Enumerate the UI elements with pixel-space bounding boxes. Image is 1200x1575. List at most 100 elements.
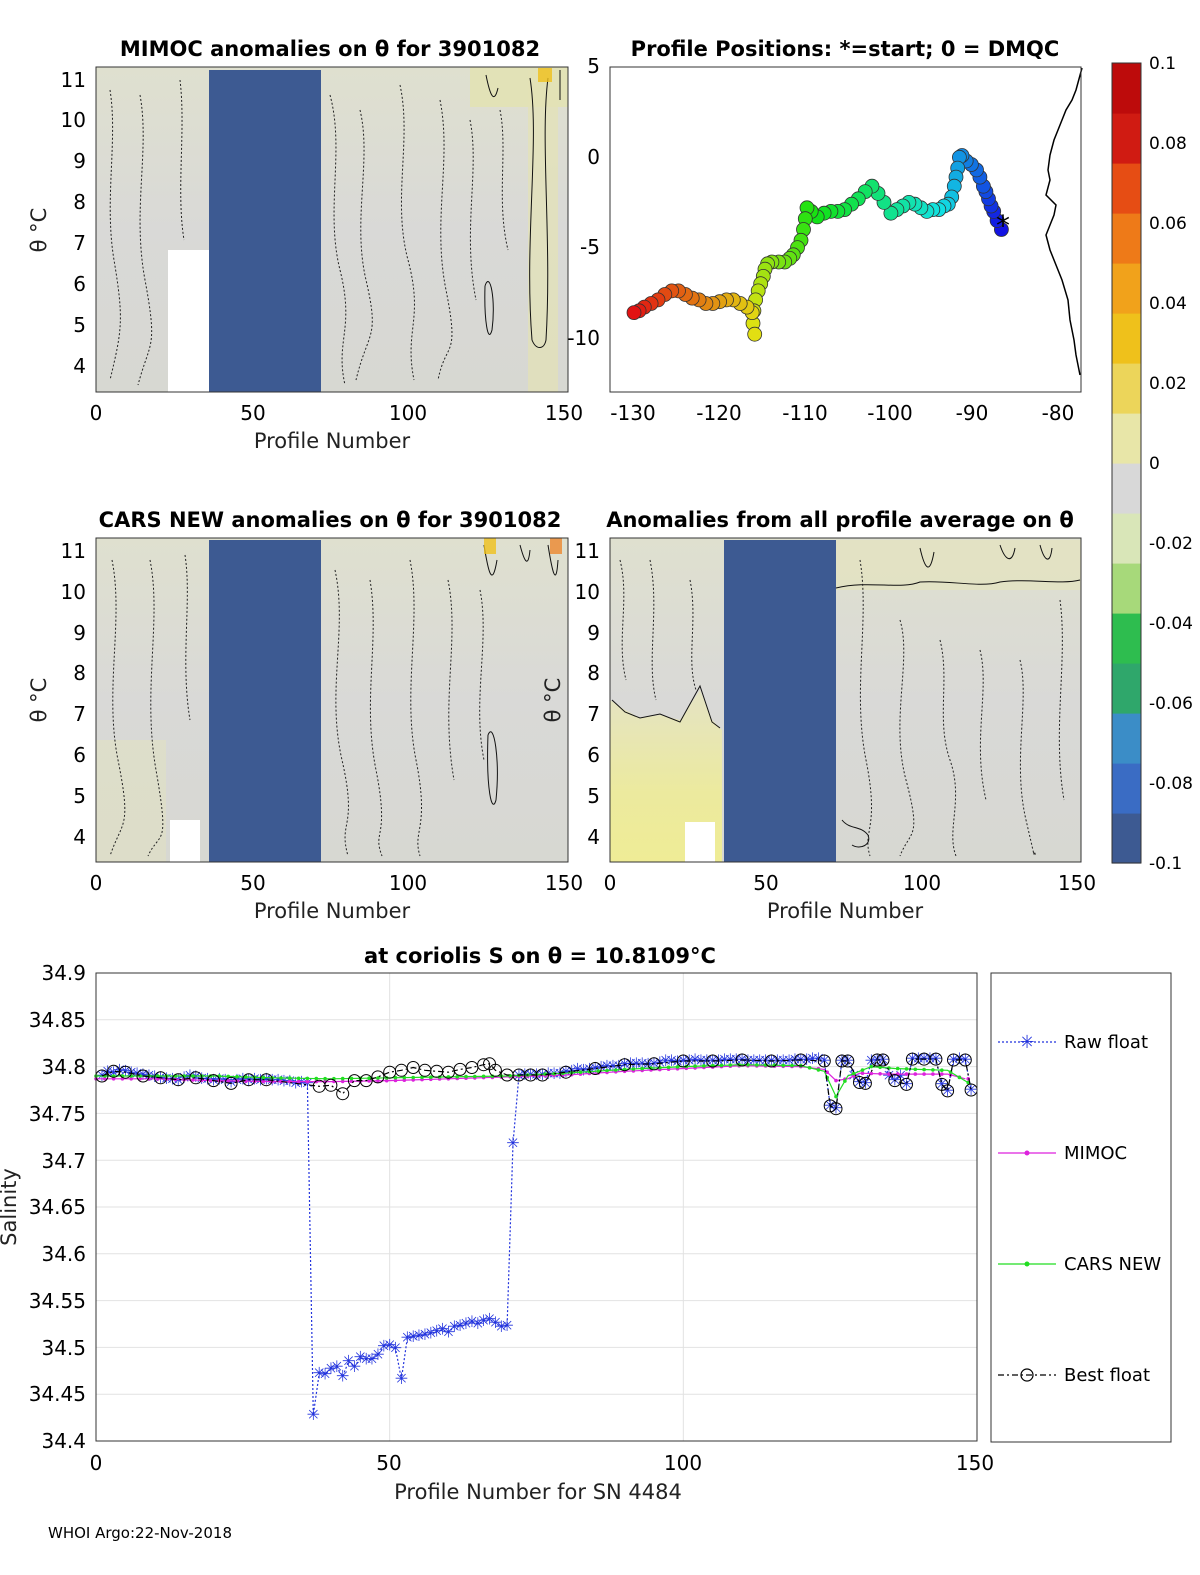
colorbar-tick: -0.06 xyxy=(1149,694,1193,714)
best-float-point xyxy=(618,1058,632,1072)
colorbar-tick: 0.04 xyxy=(1149,294,1187,314)
panel-cars-contours xyxy=(109,554,485,857)
raw-float-point: ✳ xyxy=(312,1364,325,1383)
raw-float-point: ✳ xyxy=(894,1066,907,1085)
best-float-line xyxy=(101,1058,972,1110)
colorbar-tick: 0.08 xyxy=(1149,134,1187,154)
best-float-point xyxy=(242,1073,256,1087)
cars-new-point xyxy=(957,1075,962,1080)
cars-new-point xyxy=(843,1079,847,1083)
colorbar-band xyxy=(1112,463,1141,514)
cars-new-point xyxy=(605,1068,609,1073)
colorbar-frame xyxy=(1111,62,1142,864)
panel-cars-xtick: 150 xyxy=(545,871,583,895)
track-point xyxy=(747,326,763,342)
panel-salinity: at coriolis S on θ = 10.8109°C ✳✳✳✳✳✳✳✳✳… xyxy=(0,944,1172,1504)
best-float-point xyxy=(823,1099,837,1113)
panel-salinity-ytick: 34.85 xyxy=(29,1008,86,1032)
panel-cars-ytick: 8 xyxy=(73,661,86,685)
panel-average-ytick: 11 xyxy=(575,539,600,563)
panel-salinity-ylabel: Salinity xyxy=(0,1168,21,1246)
panel-positions-xtick: -110 xyxy=(782,401,827,425)
cars-new-point xyxy=(296,1076,301,1081)
cars-new-point xyxy=(481,1074,486,1079)
raw-float-point: ✳ xyxy=(371,1345,384,1364)
cars-new-point xyxy=(878,1065,882,1070)
cars-new-point xyxy=(755,1063,759,1067)
panel-positions-xtick: -120 xyxy=(696,401,741,425)
colorbar-band xyxy=(1112,663,1141,714)
panel-mimoc-background xyxy=(96,67,568,392)
raw-float-point: ✳ xyxy=(489,1313,502,1332)
legend-item-raw-float: ✳ Raw float xyxy=(998,1032,1148,1053)
cars-new-point xyxy=(904,1067,909,1071)
panel-cars-xtick: 50 xyxy=(240,871,265,895)
cars-new-point xyxy=(702,1064,706,1068)
track-point xyxy=(883,205,899,221)
cars-new-point xyxy=(464,1074,468,1079)
colorbar-band xyxy=(1112,813,1141,864)
colorbar-band xyxy=(1112,263,1141,314)
panel-mimoc-ytick: 9 xyxy=(73,149,86,173)
cars-new-point xyxy=(631,1067,636,1071)
panel-salinity-xtick: 50 xyxy=(376,1451,401,1475)
best-float-point xyxy=(588,1062,602,1075)
panel-average-ylabel: θ °C xyxy=(541,678,565,723)
cars-new-point xyxy=(675,1065,680,1069)
best-float-point xyxy=(371,1070,385,1084)
panel-average-xtick: 150 xyxy=(1058,871,1096,895)
raw-float-point: ✳ xyxy=(465,1312,478,1331)
panel-average-ytick: 7 xyxy=(587,702,600,726)
raw-float-point: ✳ xyxy=(724,1050,737,1069)
best-float-point xyxy=(706,1054,720,1068)
best-float-point xyxy=(958,1053,972,1067)
panel-mimoc-contours xyxy=(109,79,509,386)
raw-float-point: ✳ xyxy=(500,1316,513,1335)
panel-average-contour-solid xyxy=(611,544,1081,848)
panel-average-xticks: 0 50 100 150 xyxy=(604,871,1096,895)
panel-cars-hot-spot xyxy=(484,538,496,554)
mimoc-point xyxy=(340,1079,345,1084)
mimoc-point xyxy=(129,1077,133,1081)
colorbar-tick: 0.02 xyxy=(1149,374,1187,394)
mimoc-point xyxy=(913,1072,918,1076)
panel-mimoc-xtick: 50 xyxy=(240,401,265,425)
raw-float-point: ✳ xyxy=(665,1051,678,1070)
best-float-point xyxy=(835,1054,849,1068)
panel-salinity-xlabel: Profile Number for SN 4484 xyxy=(394,1480,682,1504)
panel-positions-yticks: 5 0 -5 -10 xyxy=(567,54,600,350)
raw-float-point: ✳ xyxy=(430,1322,443,1341)
panel-average-xtick: 100 xyxy=(903,871,941,895)
best-float-point xyxy=(154,1071,168,1085)
raw-float-point: ✳ xyxy=(395,1369,408,1388)
mimoc-point xyxy=(834,1078,838,1083)
best-float-point xyxy=(136,1069,150,1083)
raw-float-point: ✳ xyxy=(324,1359,337,1378)
colorbar-band xyxy=(1112,713,1141,764)
panel-salinity-title: at coriolis S on θ = 10.8109°C xyxy=(364,944,716,968)
best-float-point xyxy=(647,1057,661,1071)
mimoc-point xyxy=(103,1077,107,1081)
raw-float-point: ✳ xyxy=(318,1365,331,1384)
cars-new-point xyxy=(367,1076,371,1080)
best-float-point xyxy=(888,1074,902,1088)
mimoc-point xyxy=(922,1072,926,1076)
panel-mimoc-warm-patch xyxy=(528,70,558,392)
cars-new-point xyxy=(816,1068,821,1072)
legend-marker-cars xyxy=(1024,1261,1030,1267)
cars-new-point xyxy=(191,1074,195,1078)
colorbar-tick: 0.1 xyxy=(1149,54,1176,74)
best-float-point xyxy=(324,1078,338,1092)
colorbar-tick: -0.02 xyxy=(1149,534,1193,554)
panel-average-ytick: 8 xyxy=(587,661,600,685)
colorbar-ticks: 0.1 0.08 0.06 0.04 0.02 0 -0.02 -0.04 -0… xyxy=(1149,54,1193,874)
mimoc-point xyxy=(208,1078,213,1083)
cars-new-point xyxy=(931,1068,935,1072)
raw-float-point: ✳ xyxy=(436,1320,449,1339)
panel-mimoc-title: MIMOC anomalies on θ for 3901082 xyxy=(120,37,540,61)
panel-cars-contour-solid xyxy=(483,544,559,805)
mimoc-point xyxy=(393,1078,398,1083)
panel-mimoc-ylabel: θ °C xyxy=(27,208,51,253)
panel-average: Anomalies from all profile average on θ … xyxy=(541,508,1096,923)
